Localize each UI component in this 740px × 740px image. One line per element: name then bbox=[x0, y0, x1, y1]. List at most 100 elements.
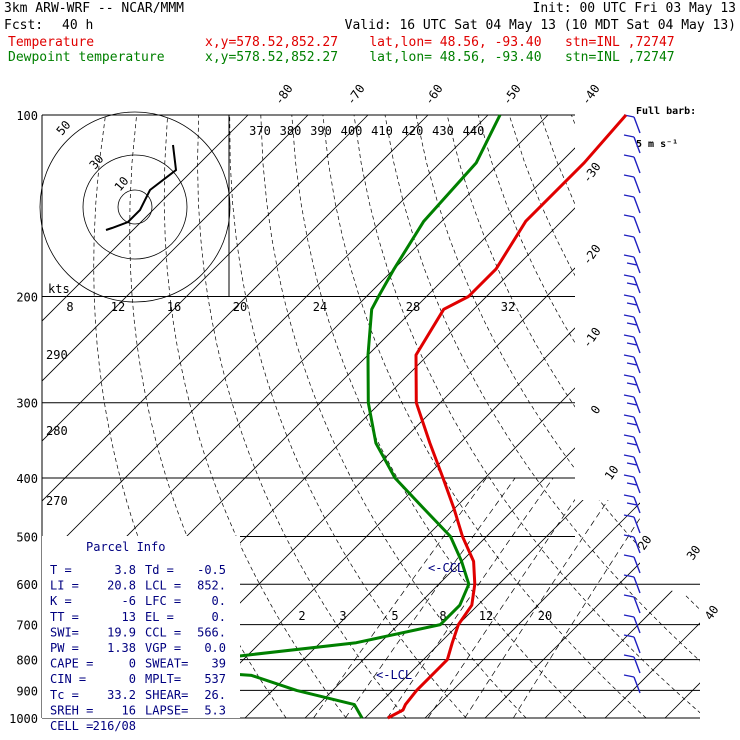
isotherm-line bbox=[42, 115, 489, 718]
hodograph-ring bbox=[39, 111, 231, 303]
isotherm-line bbox=[42, 115, 309, 718]
parcel-info-key: TT = bbox=[50, 610, 79, 624]
wind-barb bbox=[623, 554, 641, 574]
isotherm-line bbox=[544, 115, 700, 718]
wind-barb bbox=[623, 434, 641, 454]
isotherm-line bbox=[424, 115, 700, 718]
theta-label: 430 bbox=[432, 124, 454, 138]
pressure-label: 300 bbox=[16, 397, 38, 411]
theta-label: 440 bbox=[463, 124, 485, 138]
hodograph-ring-label: 30 bbox=[87, 152, 107, 172]
theta-label: 370 bbox=[249, 124, 271, 138]
wind-barb bbox=[623, 534, 641, 554]
wind-barb bbox=[623, 494, 641, 514]
dry-adiabat-line bbox=[571, 115, 700, 718]
parcel-info-value: 0. bbox=[212, 610, 226, 624]
wind-barb bbox=[623, 274, 641, 294]
isotherm-label: -60 bbox=[422, 82, 446, 108]
pressure-label: 500 bbox=[16, 530, 38, 544]
temperature-legend: Temperature bbox=[8, 35, 95, 50]
mixing-ratio-line bbox=[464, 477, 624, 718]
mixing-ratio-label: 24 bbox=[313, 300, 327, 314]
theta-left-label: 270 bbox=[46, 494, 68, 508]
theta-label: 400 bbox=[341, 124, 363, 138]
wind-barb bbox=[623, 114, 641, 134]
parcel-info-key: SREH = bbox=[50, 703, 93, 717]
parcel-info-key: LCL = bbox=[145, 579, 181, 593]
parcel-info-background bbox=[42, 536, 240, 718]
dry-adiabat-line bbox=[163, 115, 347, 718]
isotherm-label: -40 bbox=[579, 82, 603, 108]
dry-adiabat-line bbox=[695, 115, 700, 718]
parcel-info-value: 1.38 bbox=[107, 641, 136, 655]
parcel-info-value: 13 bbox=[122, 610, 136, 624]
wind-barb bbox=[623, 474, 641, 494]
pressure-label: 200 bbox=[16, 291, 38, 305]
isotherm-line bbox=[42, 115, 249, 718]
parcel-info-value: 0.0 bbox=[204, 641, 226, 655]
wind-barb bbox=[623, 334, 641, 354]
pressure-label: 400 bbox=[16, 472, 38, 486]
dry-adiabat-line bbox=[291, 115, 587, 718]
wind-barb bbox=[623, 154, 641, 174]
parcel-info-value: 26. bbox=[204, 688, 226, 702]
dry-adiabat-line bbox=[664, 115, 700, 718]
parcel-info-value: 39 bbox=[212, 657, 226, 671]
wind-barb bbox=[623, 414, 641, 434]
wind-barb bbox=[623, 374, 641, 394]
lcl-annotation: <-LCL bbox=[376, 668, 412, 682]
isotherm-label: -80 bbox=[272, 82, 296, 108]
parcel-info-value: 19.9 bbox=[107, 625, 136, 639]
wind-barb bbox=[623, 354, 641, 374]
dry-adiabat-line bbox=[446, 115, 700, 718]
isotherm-label: 30 bbox=[684, 543, 704, 563]
parcel-info-key: SWI= bbox=[50, 625, 79, 639]
parcel-info-value: 852. bbox=[197, 579, 226, 593]
mixing-ratio-label-lower: 2 bbox=[298, 609, 305, 623]
forecast-hour: 40 h bbox=[62, 18, 94, 33]
parcel-info-key: LFC = bbox=[145, 594, 181, 608]
wind-barb bbox=[623, 574, 641, 594]
parcel-info-key: CELL = bbox=[50, 719, 93, 733]
parcel-info-value: -0.5 bbox=[197, 563, 226, 577]
parcel-info-value: 0 bbox=[129, 657, 136, 671]
wind-barb bbox=[623, 514, 641, 534]
parcel-info-value: 0 bbox=[129, 672, 136, 686]
isotherm-label: -20 bbox=[580, 242, 604, 268]
temperature-profile bbox=[387, 114, 628, 720]
pressure-label: 100 bbox=[16, 109, 38, 123]
wind-barb bbox=[623, 174, 641, 194]
mixing-ratio-label-lower: 12 bbox=[479, 609, 493, 623]
dry-adiabat-line bbox=[260, 115, 527, 718]
hodograph-ring-label: 50 bbox=[54, 118, 74, 138]
isotherm-line bbox=[725, 115, 740, 718]
forecast-label: Fcst: bbox=[4, 18, 44, 33]
theta-label: 420 bbox=[402, 124, 424, 138]
mixing-ratio-label: 28 bbox=[406, 300, 420, 314]
wind-barb bbox=[623, 134, 641, 154]
mixing-ratio-label: 16 bbox=[167, 300, 181, 314]
dry-adiabat-line bbox=[129, 115, 287, 718]
isotherm-label: 40 bbox=[702, 603, 722, 623]
dewpoint-legend: Dewpoint temperature bbox=[8, 50, 165, 65]
hodograph-units: kts bbox=[48, 282, 70, 296]
wind-barb bbox=[623, 194, 641, 214]
parcel-info-value: 3.8 bbox=[114, 563, 136, 577]
pressure-label: 1000 bbox=[9, 712, 38, 726]
mixing-ratio-label-lower: 5 bbox=[391, 609, 398, 623]
mixing-ratio-label: 8 bbox=[66, 300, 73, 314]
wind-barb bbox=[623, 254, 641, 274]
mixing-ratio-label: 20 bbox=[233, 300, 247, 314]
parcel-info-key: EL = bbox=[145, 610, 174, 624]
parcel-info-value: 566. bbox=[197, 625, 226, 639]
isotherm-line bbox=[484, 115, 700, 718]
hodograph-ring bbox=[117, 189, 153, 225]
mixing-ratio-label-lower: 20 bbox=[538, 609, 552, 623]
ccl-annotation: <-CCL bbox=[428, 561, 464, 575]
parcel-info-key: PW = bbox=[50, 641, 79, 655]
wind-barb bbox=[623, 294, 641, 314]
dry-adiabat-line bbox=[322, 115, 647, 718]
mixing-ratio-line bbox=[313, 477, 487, 718]
wind-barb bbox=[623, 214, 641, 234]
